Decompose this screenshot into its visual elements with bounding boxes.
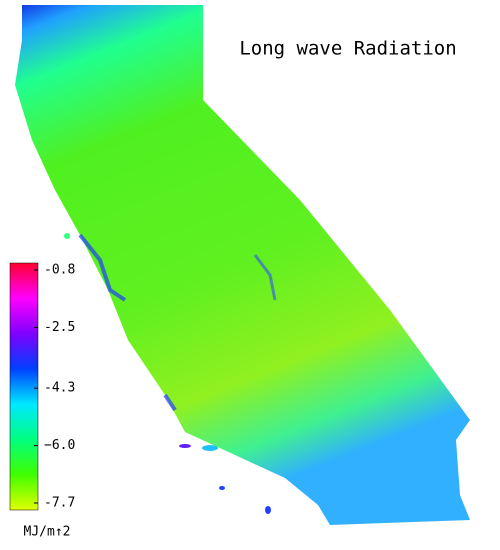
colorbar-unit: MJ/m↑2 xyxy=(24,525,71,540)
island xyxy=(179,444,191,448)
map-title: Long wave Radiation xyxy=(239,38,456,60)
island xyxy=(265,506,271,514)
colorbar-tick-label: −6.0 xyxy=(44,438,75,453)
coast-shade xyxy=(78,233,177,412)
island xyxy=(202,445,218,451)
colorbar-tick-label: -4.3 xyxy=(44,381,75,396)
colorbar xyxy=(9,262,39,511)
sierra-shade xyxy=(253,254,277,301)
colorbar-ticks: -0.8 -2.5 -4.3 −6.0 -7.7 xyxy=(34,263,75,511)
california-map xyxy=(15,5,470,525)
island xyxy=(64,233,70,239)
island xyxy=(219,486,225,490)
colorbar-tick-label: -7.7 xyxy=(44,496,75,511)
colorbar-tick-label: -0.8 xyxy=(44,263,75,278)
colorbar-tick-label: -2.5 xyxy=(44,320,75,335)
